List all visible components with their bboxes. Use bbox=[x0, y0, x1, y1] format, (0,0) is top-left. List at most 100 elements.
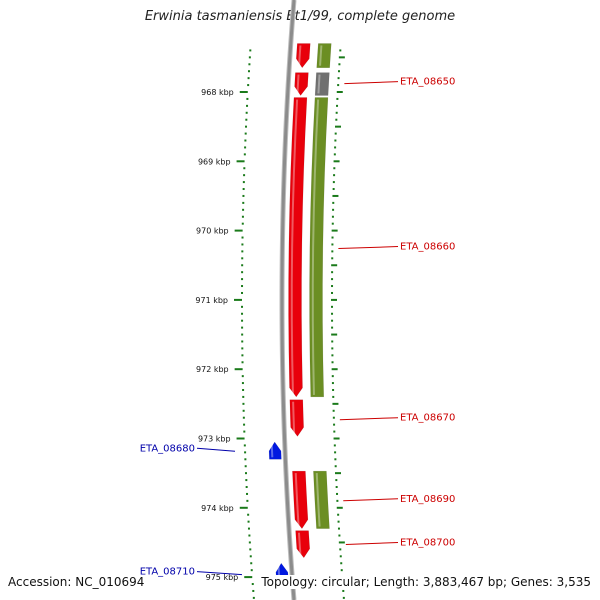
minor-tick-right bbox=[333, 174, 336, 177]
minor-tick-right bbox=[332, 181, 335, 184]
map-title: Erwinia tasmaniensis Et1/99, complete ge… bbox=[144, 9, 456, 24]
minor-tick-right bbox=[333, 437, 340, 440]
forward-cds-arrow bbox=[294, 72, 309, 96]
reverse-cds-arrow bbox=[268, 441, 282, 460]
minor-ticks-left bbox=[241, 49, 255, 599]
minor-tick-right bbox=[340, 569, 343, 572]
minor-tick-left bbox=[248, 541, 251, 544]
tick-label: 974 kbp bbox=[201, 504, 234, 513]
minor-tick-right bbox=[331, 243, 334, 246]
minor-tick-left bbox=[242, 194, 245, 197]
minor-tick-left bbox=[241, 312, 244, 315]
minor-tick-left bbox=[252, 596, 255, 599]
minor-tick-right bbox=[335, 118, 338, 121]
gene-block bbox=[313, 470, 330, 529]
forward-cds-arrow bbox=[288, 97, 308, 398]
minor-tick-left bbox=[246, 492, 249, 495]
minor-tick-right bbox=[339, 555, 342, 558]
minor-tick-left bbox=[251, 583, 254, 586]
minor-tick-right bbox=[331, 368, 338, 371]
minor-tick-left bbox=[245, 486, 248, 489]
minor-tick-left bbox=[243, 153, 246, 156]
minor-tick-left bbox=[245, 479, 248, 482]
minor-tick-right bbox=[342, 596, 345, 599]
minor-tick-left bbox=[241, 250, 244, 253]
minor-tick-left bbox=[242, 388, 245, 391]
tick-label: 968 kbp bbox=[201, 88, 234, 97]
minor-tick-right bbox=[334, 451, 337, 454]
minor-tick-right bbox=[336, 97, 339, 100]
minor-tick-right bbox=[331, 229, 338, 232]
minor-tick-right bbox=[337, 77, 340, 80]
minor-tick-right bbox=[331, 215, 334, 218]
minor-tick-right bbox=[331, 222, 334, 225]
minor-tick-right bbox=[337, 84, 340, 87]
tick-label: 972 kbp bbox=[196, 365, 229, 374]
major-tick bbox=[236, 160, 245, 163]
minor-tick-right bbox=[331, 361, 334, 364]
minor-tick-right bbox=[338, 63, 341, 66]
gene-block-highlight bbox=[319, 45, 323, 66]
minor-tick-right bbox=[331, 354, 334, 357]
minor-tick-left bbox=[241, 382, 244, 385]
tick-label: 971 kbp bbox=[195, 296, 228, 305]
major-tick bbox=[234, 368, 243, 371]
forward-cds-arrow-highlight bbox=[296, 74, 300, 94]
gene-block-highlight bbox=[311, 99, 320, 395]
gene-label: ETA_08710 bbox=[140, 567, 195, 578]
minor-tick-left bbox=[249, 49, 252, 52]
forward-cds-arrow bbox=[292, 470, 309, 530]
minor-tick-right bbox=[335, 472, 341, 475]
minor-tick-left bbox=[241, 257, 244, 260]
minor-tick-left bbox=[244, 139, 247, 142]
gene-label: ETA_08690 bbox=[400, 494, 455, 505]
minor-tick-right bbox=[337, 520, 340, 523]
minor-tick-right bbox=[331, 264, 338, 267]
minor-tick-right bbox=[332, 388, 335, 391]
minor-tick-left bbox=[245, 118, 248, 121]
minor-tick-left bbox=[245, 111, 248, 114]
minor-tick-left bbox=[249, 548, 252, 551]
gene-block bbox=[309, 97, 329, 398]
minor-tick-left bbox=[241, 285, 244, 288]
minor-tick-left bbox=[241, 215, 244, 218]
forward-cds-arrow-highlight bbox=[294, 473, 300, 527]
minor-tick-left bbox=[242, 416, 245, 419]
minor-tick-left bbox=[249, 555, 252, 558]
gene-label: ETA_08670 bbox=[400, 413, 455, 424]
forward-cds-arrow bbox=[295, 530, 311, 559]
minor-tick-right bbox=[334, 458, 337, 461]
major-ticks: 968 kbp 969 kbp 970 kbp 971 kbp 972 kbp 973 k… bbox=[195, 88, 253, 582]
minor-tick-left bbox=[248, 56, 251, 59]
minor-tick-left bbox=[243, 444, 246, 447]
minor-tick-left bbox=[246, 104, 249, 107]
gene-label-leader bbox=[343, 498, 399, 502]
minor-tick-right bbox=[331, 278, 334, 281]
minor-tick-right bbox=[333, 167, 336, 170]
forward-cds-arrow-highlight bbox=[297, 532, 302, 556]
minor-tick-left bbox=[245, 125, 248, 128]
gene-block-highlight bbox=[315, 473, 321, 527]
minor-tick-left bbox=[241, 236, 244, 239]
minor-tick-right bbox=[334, 465, 337, 468]
gene-label-leader bbox=[196, 571, 243, 576]
minor-tick-right bbox=[331, 257, 334, 260]
minor-tick-right bbox=[331, 236, 334, 239]
gene-label-leader bbox=[196, 447, 236, 452]
minor-tick-left bbox=[247, 77, 250, 80]
minor-tick-left bbox=[242, 181, 245, 184]
minor-tick-left bbox=[244, 451, 247, 454]
gene-label-leader bbox=[344, 81, 399, 85]
major-tick bbox=[239, 506, 248, 509]
minor-tick-left bbox=[247, 70, 250, 73]
minor-tick-right bbox=[332, 402, 339, 405]
minor-tick-left bbox=[245, 472, 247, 475]
minor-tick-left bbox=[241, 333, 244, 336]
minor-tick-left bbox=[243, 167, 246, 170]
forward-cds-arrow-highlight bbox=[292, 401, 296, 435]
minor-tick-right bbox=[332, 201, 335, 204]
minor-tick-left bbox=[243, 423, 246, 426]
rna-block bbox=[314, 72, 330, 96]
reverse-cds-arrow-highlight bbox=[270, 443, 274, 458]
